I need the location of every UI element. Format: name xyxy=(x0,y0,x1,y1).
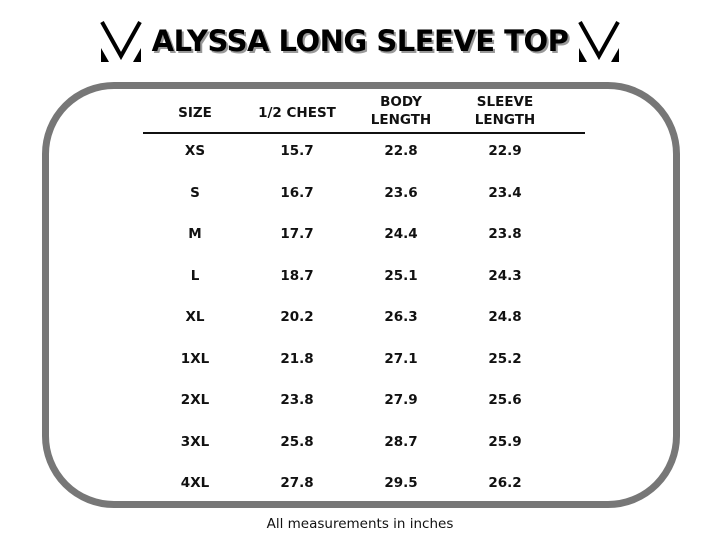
v-logo-icon-left xyxy=(99,21,142,62)
body-length-cell: 23.6 xyxy=(384,184,418,201)
body-length-cell: 24.4 xyxy=(384,226,418,242)
sleeve-length-cell: 26.2 xyxy=(488,475,522,491)
chest-cell: 15.7 xyxy=(280,143,314,159)
header-half-chest: 1/2 CHEST xyxy=(237,104,357,122)
header-line: SLEEVE xyxy=(476,94,534,110)
sleeve-length-cell: 24.8 xyxy=(488,309,522,325)
sleeve-length-cell: 25.6 xyxy=(488,392,522,408)
body-length-cell: 22.8 xyxy=(384,143,418,159)
body-length-cell: 25.1 xyxy=(384,267,418,284)
header-line: LENGTH xyxy=(370,112,432,128)
body-length-cell: 27.1 xyxy=(384,350,418,367)
header-line: LENGTH xyxy=(474,112,536,128)
body-length-cell: 29.5 xyxy=(384,475,418,491)
chest-cell: 18.7 xyxy=(280,267,314,284)
page-title: ALYSSA LONG SLEEVE TOP xyxy=(151,24,569,58)
chest-cell: 16.7 xyxy=(280,184,314,201)
size-cell: 2XL xyxy=(180,392,210,408)
chest-cell: 17.7 xyxy=(280,226,314,242)
size-cell: XL xyxy=(185,309,205,325)
header-size: SIZE xyxy=(135,104,255,122)
chest-cell: 21.8 xyxy=(280,350,314,367)
size-cell: XS xyxy=(184,143,206,159)
chest-cell: 20.2 xyxy=(280,309,314,325)
sleeve-length-cell: 25.2 xyxy=(488,350,522,367)
sleeve-length-cell: 25.9 xyxy=(488,433,522,450)
sleeve-length-cell: 23.4 xyxy=(488,184,522,201)
size-cell: 4XL xyxy=(180,475,210,491)
title-row: ALYSSA LONG SLEEVE TOP xyxy=(0,14,720,68)
size-cell: S xyxy=(190,184,200,201)
chest-cell: 25.8 xyxy=(280,433,314,450)
size-cell: 3XL xyxy=(180,433,210,450)
body-length-cell: 27.9 xyxy=(384,392,418,408)
header-sleeve-length: SLEEVE LENGTH xyxy=(445,93,565,129)
size-chart-frame xyxy=(42,82,680,508)
size-cell: 1XL xyxy=(180,350,210,367)
size-cell: M xyxy=(188,226,202,242)
chest-cell: 27.8 xyxy=(280,475,314,491)
sleeve-length-cell: 22.9 xyxy=(488,143,522,159)
header-line: BODY xyxy=(380,94,422,110)
header-line: SIZE xyxy=(178,105,212,121)
footnote: All measurements in inches xyxy=(266,516,454,532)
header-divider xyxy=(143,132,585,134)
sleeve-length-cell: 23.8 xyxy=(488,226,522,242)
header-line: 1/2 CHEST xyxy=(258,105,336,121)
sleeve-length-cell: 24.3 xyxy=(488,267,522,284)
body-length-cell: 26.3 xyxy=(384,309,418,325)
chest-cell: 23.8 xyxy=(280,392,314,408)
size-cell: L xyxy=(190,267,200,284)
body-length-cell: 28.7 xyxy=(384,433,418,450)
v-logo-icon-right xyxy=(578,21,621,62)
header-body-length: BODY LENGTH xyxy=(341,93,461,129)
